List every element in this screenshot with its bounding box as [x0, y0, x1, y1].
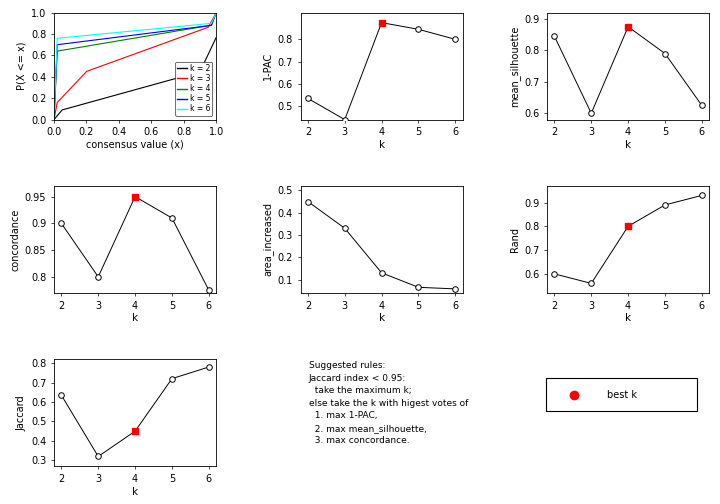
Y-axis label: concordance: concordance [11, 208, 21, 271]
X-axis label: consensus value (x): consensus value (x) [86, 140, 184, 150]
Y-axis label: mean_silhouette: mean_silhouette [509, 25, 520, 107]
X-axis label: k: k [132, 313, 138, 323]
X-axis label: k: k [132, 487, 138, 496]
Y-axis label: Jaccard: Jaccard [17, 395, 27, 430]
Text: best k: best k [607, 390, 637, 400]
Y-axis label: 1-PAC: 1-PAC [264, 52, 274, 80]
X-axis label: k: k [379, 140, 384, 150]
Legend: k = 2, k = 3, k = 4, k = 5, k = 6: k = 2, k = 3, k = 4, k = 5, k = 6 [175, 61, 212, 116]
Y-axis label: P(X <= x): P(X <= x) [17, 42, 27, 90]
X-axis label: k: k [379, 313, 384, 323]
Y-axis label: area_increased: area_increased [262, 203, 274, 276]
X-axis label: k: k [625, 140, 631, 150]
X-axis label: k: k [625, 313, 631, 323]
Y-axis label: Rand: Rand [510, 227, 520, 252]
Text: Suggested rules:
Jaccard index < 0.95:
  take the maximum k;
else take the k wit: Suggested rules: Jaccard index < 0.95: t… [309, 361, 468, 446]
